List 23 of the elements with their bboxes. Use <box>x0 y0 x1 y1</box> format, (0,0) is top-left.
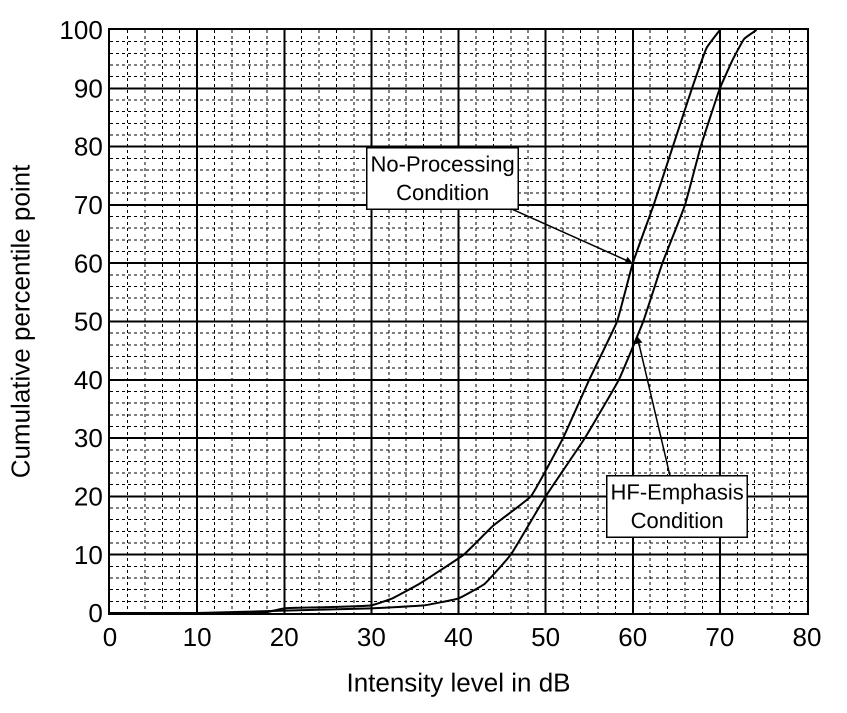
y-tick-label: 40 <box>74 364 103 395</box>
y-tick-label: 10 <box>74 540 103 570</box>
x-tick-label: 70 <box>705 622 734 652</box>
y-tick-label: 60 <box>74 248 103 278</box>
x-tick-label: 50 <box>531 622 560 652</box>
y-tick-label: 20 <box>74 482 103 512</box>
x-tick-label: 30 <box>356 622 386 652</box>
x-tick-label: 60 <box>618 622 648 652</box>
y-tick-label: 70 <box>74 190 103 220</box>
y-tick-label: 100 <box>59 15 103 46</box>
y-tick-label: 0 <box>88 598 103 628</box>
x-tick-label: 10 <box>182 622 212 652</box>
y-tick-label: 90 <box>74 73 103 104</box>
x-tick-label: 20 <box>270 622 299 652</box>
y-tick-label: 80 <box>74 132 103 162</box>
y-axis-title: Cumulative percentile point <box>5 164 36 478</box>
annotation: No-Processing Condition <box>370 152 515 206</box>
y-tick-label: 30 <box>74 423 103 454</box>
x-tick-label: 40 <box>444 622 473 652</box>
x-tick-label: 80 <box>792 622 822 652</box>
annotation: HF-Emphasis Condition <box>610 480 744 534</box>
x-axis-title: Intensity level in dB <box>346 667 571 698</box>
y-tick-label: 50 <box>74 306 103 337</box>
